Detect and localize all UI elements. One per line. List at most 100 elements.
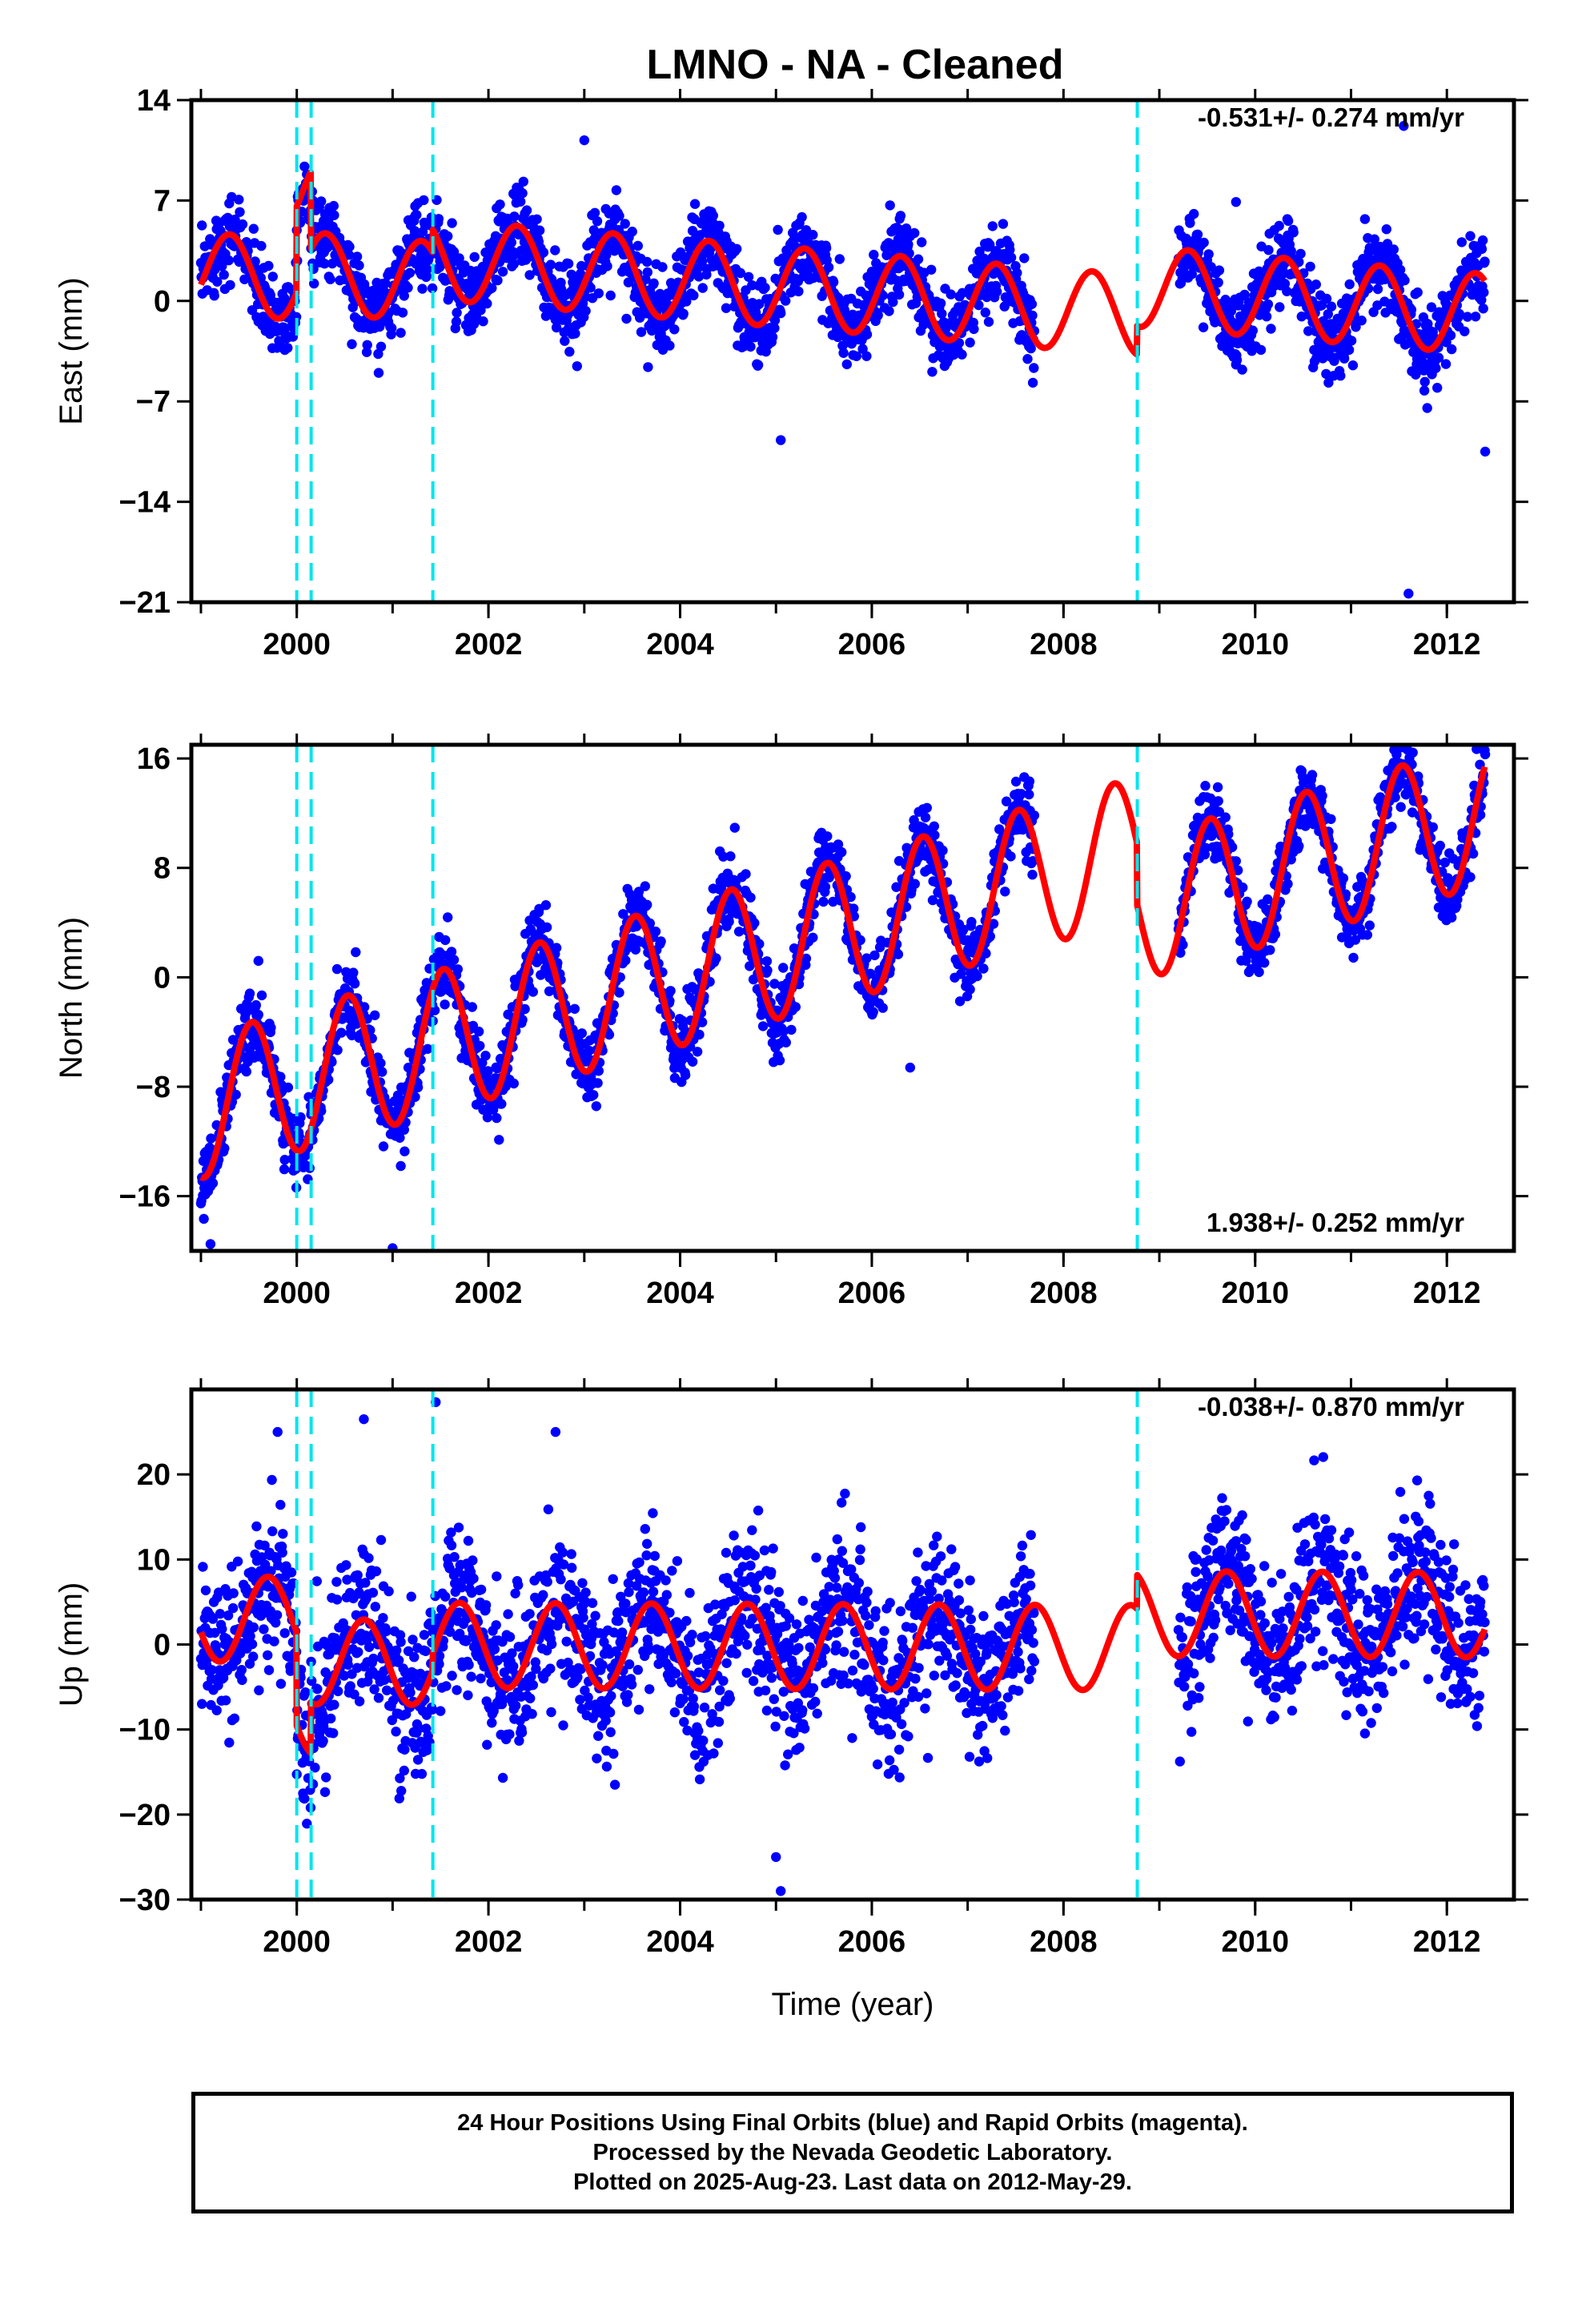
data-point: [1275, 302, 1285, 312]
data-point: [978, 963, 989, 974]
data-point: [380, 278, 391, 288]
data-point-outlier: [776, 435, 786, 445]
data-point: [469, 251, 480, 263]
data-point: [534, 225, 545, 235]
data-point: [656, 936, 666, 947]
data-point: [1321, 293, 1332, 304]
data-point: [506, 237, 516, 247]
data-point: [332, 1045, 343, 1055]
data-point: [954, 996, 966, 1007]
data-point: [1445, 330, 1456, 340]
data-point: [735, 267, 746, 279]
data-point: [399, 291, 409, 301]
data-point: [591, 1101, 601, 1112]
data-point: [256, 990, 267, 1001]
data-point: [1227, 842, 1238, 853]
data-point: [992, 287, 1002, 297]
data-point: [1012, 267, 1022, 278]
data-point: [877, 1003, 888, 1013]
y-tick-label: 0: [154, 961, 171, 995]
data-point: [520, 1003, 530, 1015]
data-point: [231, 1089, 241, 1100]
data-point: [1479, 287, 1489, 298]
data-point: [217, 1623, 227, 1634]
data-point: [359, 1002, 370, 1012]
data-point: [375, 1058, 386, 1068]
data-point: [692, 1047, 703, 1057]
data-point: [487, 283, 497, 293]
data-point: [648, 278, 659, 288]
data-point: [761, 956, 773, 967]
data-point: [1338, 873, 1349, 883]
plot-area: [195, 1389, 1490, 1900]
data-point: [1447, 912, 1457, 923]
data-point: [1435, 840, 1446, 851]
data-point: [377, 1067, 387, 1077]
data-point: [724, 916, 734, 927]
data-point: [845, 891, 856, 903]
y-tick-label: 16: [137, 742, 171, 776]
data-point: [494, 1135, 504, 1145]
x-tick-label: 2008: [1030, 628, 1098, 661]
data-point: [589, 207, 600, 218]
data-point: [754, 939, 765, 949]
data-point: [375, 321, 385, 332]
data-point: [211, 1705, 222, 1715]
data-point: [1203, 249, 1214, 259]
y-tick-label: −16: [119, 1180, 171, 1214]
data-point: [1006, 252, 1017, 263]
data-point: [1214, 265, 1225, 275]
data-point: [793, 286, 804, 297]
data-point: [1303, 326, 1314, 336]
data-point: [1024, 776, 1035, 786]
data-point: [725, 851, 736, 862]
data-point: [1432, 383, 1443, 393]
data-point: [1476, 243, 1488, 255]
data-point: [404, 267, 416, 278]
data-point: [362, 340, 372, 350]
data-point: [497, 267, 508, 277]
data-point: [954, 338, 965, 348]
data-point: [790, 1002, 801, 1012]
data-point: [440, 999, 450, 1010]
data-point: [1454, 308, 1465, 320]
data-point: [741, 869, 751, 879]
data-point: [689, 290, 699, 301]
data-point: [433, 214, 444, 224]
data-point: [344, 241, 355, 252]
data-point: [981, 948, 991, 959]
data-point: [212, 276, 223, 287]
data-point: [541, 922, 552, 933]
data-point: [1220, 812, 1231, 822]
data-point: [797, 211, 807, 223]
data-point: [1265, 945, 1275, 955]
data-point: [627, 227, 637, 237]
data-point: [396, 328, 406, 338]
data-point: [480, 1051, 491, 1061]
data-point: [1323, 309, 1334, 320]
data-point: [909, 227, 920, 239]
data-point: [1456, 237, 1468, 247]
data-point: [349, 979, 360, 989]
data-point: [1213, 277, 1223, 287]
data-point: [1462, 312, 1473, 322]
data-point: [611, 185, 622, 195]
data-point: [347, 339, 357, 349]
data-point: [325, 274, 335, 284]
data-point: [1329, 352, 1340, 363]
data-point: [230, 214, 240, 225]
data-point: [1307, 770, 1318, 780]
data-point: [387, 323, 397, 333]
data-point: [680, 1070, 691, 1080]
data-point: [888, 296, 898, 308]
data-point: [769, 323, 780, 333]
data-point: [774, 1055, 785, 1066]
data-point: [412, 1082, 424, 1093]
data-point: [1001, 796, 1012, 806]
data-point: [716, 882, 727, 892]
data-point: [279, 1155, 290, 1165]
data-point: [938, 845, 948, 856]
data-point: [913, 254, 924, 264]
data-point: [422, 264, 432, 275]
data-point: [1027, 870, 1038, 880]
